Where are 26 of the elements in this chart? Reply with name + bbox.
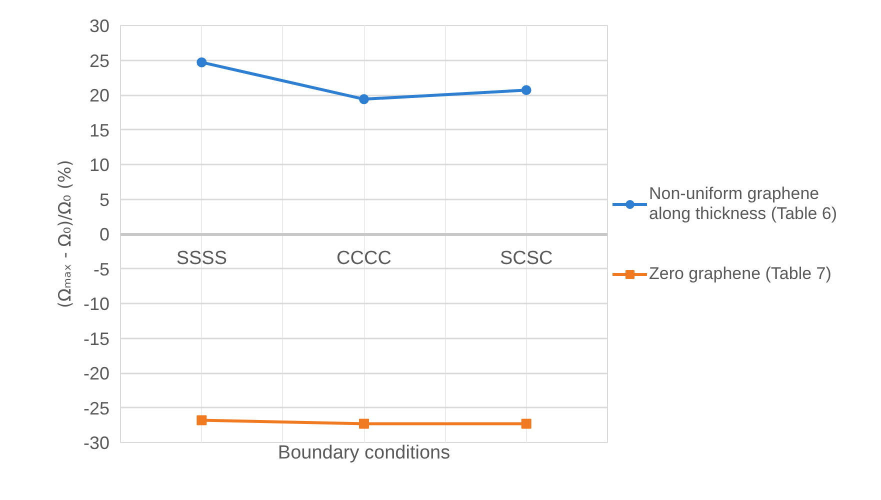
point [196,57,207,68]
y-tick-label: 30 [89,16,110,36]
point [359,94,369,104]
y-axis-title: (Ωₘₐₓ - Ω₀)/Ω₀ (%) [55,160,76,308]
y-tick-label: -5 [93,259,110,280]
y-tick-label: -25 [83,398,110,418]
x-tick-label: SSSS [176,248,228,269]
y-tick-label: 5 [99,190,110,210]
y-tick-label: 10 [89,155,110,175]
y-tick-label: -30 [83,433,110,453]
y-tick-label: 15 [89,120,110,140]
y-tick-label: 25 [89,50,110,71]
x-tick-label: SCSC [500,248,553,269]
x-axis-title: Boundary conditions [278,442,450,464]
point [521,418,532,429]
legend-label: Zero graphene (Table 7) [649,264,832,284]
point [359,418,369,429]
x-tick-label: CCCC [336,248,392,269]
y-tick-label: 20 [89,86,110,106]
y-tick-label: 0 [99,224,110,244]
y-tick-label: -20 [83,364,110,384]
point [521,85,532,96]
point [196,415,207,426]
legend-label: Non-uniform graphene along thickness (Table 6) [649,184,838,224]
y-tick-label: -15 [83,328,110,349]
y-tick-label: -10 [83,294,110,314]
